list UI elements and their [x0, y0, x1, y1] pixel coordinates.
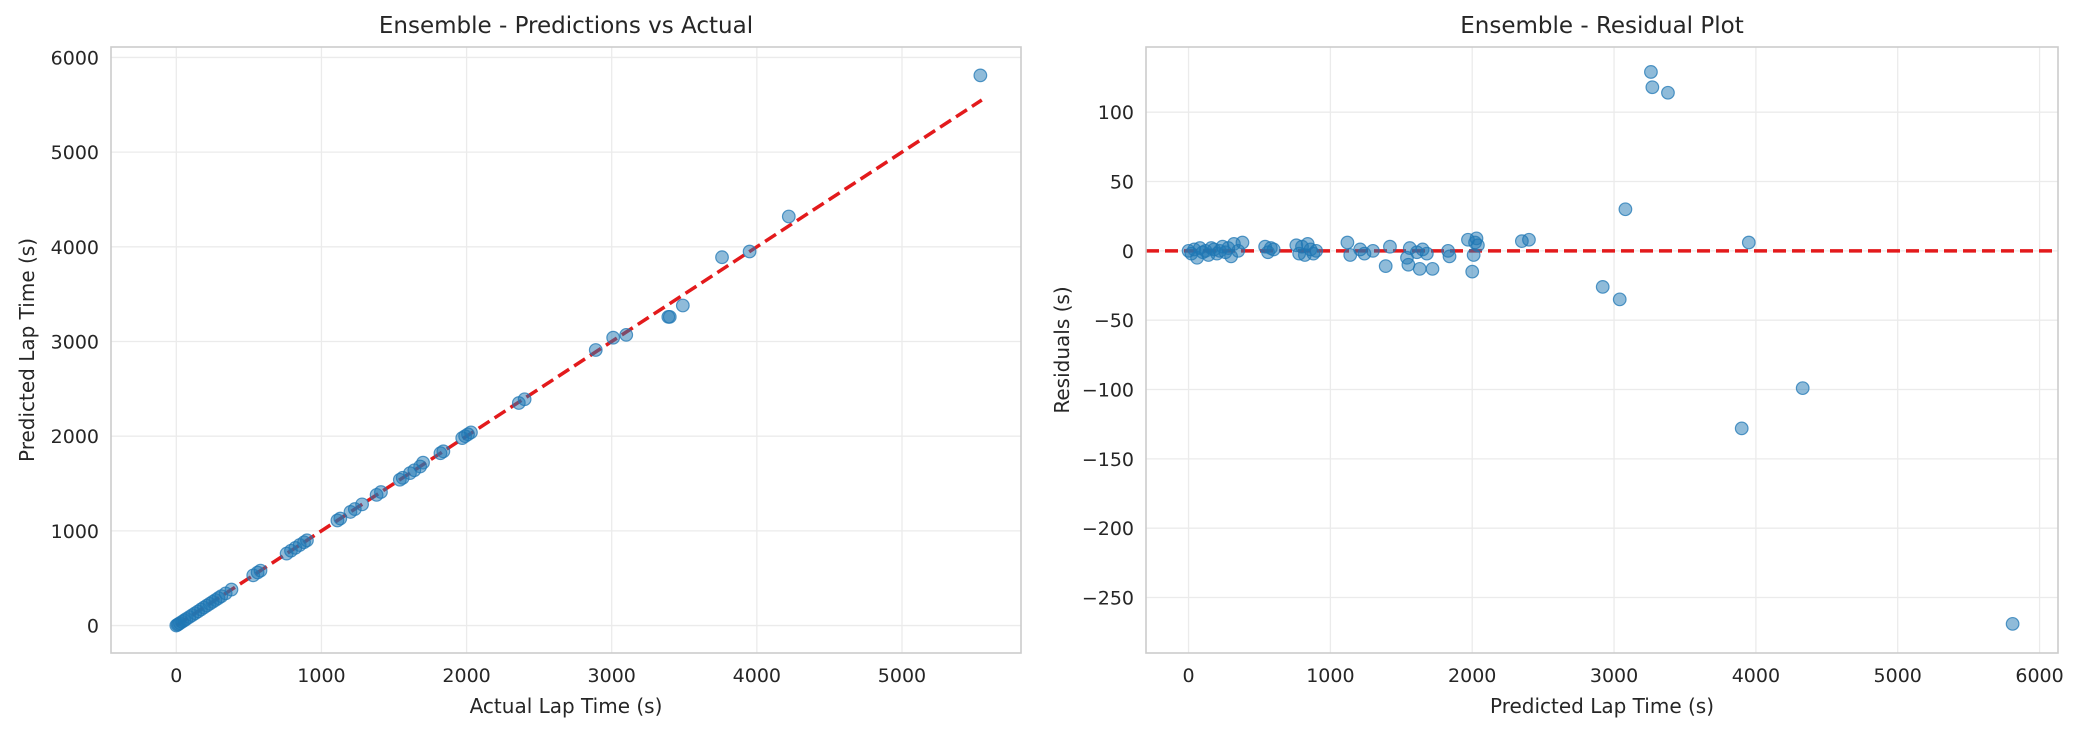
data-points — [169, 68, 988, 633]
data-point — [1442, 249, 1457, 264]
y-tick-label: 100 — [1098, 102, 1134, 124]
x-tick-label: 1000 — [297, 665, 345, 687]
data-point — [1522, 232, 1536, 247]
residual-plot-chart: Ensemble - Residual Plot 0 1000 2000 3000 40… — [1050, 13, 2064, 718]
data-point — [1470, 238, 1485, 253]
data-point — [436, 444, 451, 459]
data-point — [1645, 80, 1660, 95]
data-point — [1618, 202, 1633, 217]
data-point — [781, 209, 796, 224]
y-tick-label: −200 — [1082, 518, 1134, 540]
data-point — [619, 327, 634, 342]
data-point — [253, 563, 268, 578]
x-tick-label: 5000 — [1874, 665, 1922, 687]
data-point — [1795, 381, 1810, 396]
y-tick-label: 0 — [1122, 241, 1134, 263]
y-axis-label: Predicted Lap Time (s) — [15, 238, 39, 462]
data-point — [1309, 243, 1324, 258]
data-point — [416, 455, 430, 470]
x-tick-label: 3000 — [588, 665, 636, 687]
y-tick-labels: 0 1000 2000 3000 4000 5000 6000 — [51, 47, 99, 637]
data-point — [1661, 85, 1675, 100]
x-axis-label: Actual Lap Time (s) — [470, 694, 663, 718]
y-tick-label: −100 — [1082, 380, 1134, 402]
data-point — [374, 485, 388, 499]
data-point — [1465, 264, 1480, 279]
x-tick-labels: 0 1000 2000 3000 4000 5000 — [170, 665, 926, 687]
data-point — [1235, 235, 1250, 250]
grid — [111, 47, 1021, 653]
data-point — [517, 392, 532, 407]
y-tick-label: 2000 — [51, 426, 99, 448]
data-point — [1401, 257, 1416, 272]
data-point — [464, 425, 478, 440]
data-point — [1419, 246, 1434, 261]
data-point — [1383, 239, 1397, 254]
data-point — [662, 309, 677, 324]
data-point — [355, 497, 369, 512]
data-point — [1266, 242, 1281, 257]
chart-title: Ensemble - Predictions vs Actual — [379, 13, 753, 39]
data-points — [1181, 65, 2020, 631]
y-tick-label: −150 — [1082, 449, 1134, 471]
x-tick-label: 5000 — [878, 665, 926, 687]
data-point — [973, 68, 988, 83]
x-tick-label: 2000 — [442, 665, 490, 687]
y-tick-label: −250 — [1082, 588, 1134, 610]
y-tick-label: 50 — [1110, 172, 1134, 194]
data-point — [1412, 261, 1427, 276]
data-point — [675, 298, 690, 313]
data-point — [1340, 235, 1355, 250]
x-tick-label: 4000 — [1732, 665, 1780, 687]
data-point — [1612, 292, 1627, 307]
data-point — [715, 250, 729, 265]
data-point — [333, 511, 348, 526]
x-tick-label: 1000 — [1306, 665, 1354, 687]
data-point — [1734, 421, 1749, 436]
data-point — [1378, 259, 1393, 274]
chart-title: Ensemble - Residual Plot — [1460, 13, 1744, 39]
data-point — [588, 343, 603, 357]
data-point — [224, 582, 239, 597]
data-point — [742, 244, 757, 259]
y-tick-label: −50 — [1094, 310, 1134, 332]
y-tick-label: 0 — [87, 616, 99, 638]
data-point — [1741, 235, 1756, 250]
plot-area-frame — [110, 46, 1022, 654]
x-tick-label: 3000 — [1590, 665, 1638, 687]
x-axis-label: Predicted Lap Time (s) — [1490, 694, 1714, 718]
data-point — [1366, 243, 1380, 258]
data-point — [300, 533, 314, 548]
y-tick-label: 5000 — [51, 142, 99, 164]
y-axis-label: Residuals (s) — [1050, 286, 1074, 413]
data-point — [1644, 65, 1658, 79]
y-tick-label: 3000 — [51, 331, 99, 353]
data-point — [2005, 616, 2020, 631]
grid — [1146, 47, 2058, 653]
x-tick-label: 4000 — [733, 665, 781, 687]
predictions-vs-actual-chart: Ensemble - Predictions vs Actual 0 1000 20… — [15, 13, 1022, 718]
y-tick-label: 4000 — [51, 237, 99, 259]
x-tick-label: 0 — [1183, 665, 1195, 687]
x-tick-labels: 0 1000 2000 3000 4000 5000 6000 — [1183, 665, 2064, 687]
x-tick-label: 0 — [170, 665, 182, 687]
plot-area-frame — [1145, 46, 2059, 654]
y-tick-label: 6000 — [51, 47, 99, 69]
x-tick-label: 2000 — [1448, 665, 1496, 687]
data-point — [606, 330, 621, 345]
x-tick-label: 6000 — [2015, 665, 2063, 687]
y-tick-labels: 100 50 0 −50 −100 −150 −200 −250 — [1082, 102, 1134, 609]
y-tick-label: 1000 — [51, 521, 99, 543]
data-point — [1595, 280, 1610, 294]
data-point — [1425, 261, 1440, 276]
